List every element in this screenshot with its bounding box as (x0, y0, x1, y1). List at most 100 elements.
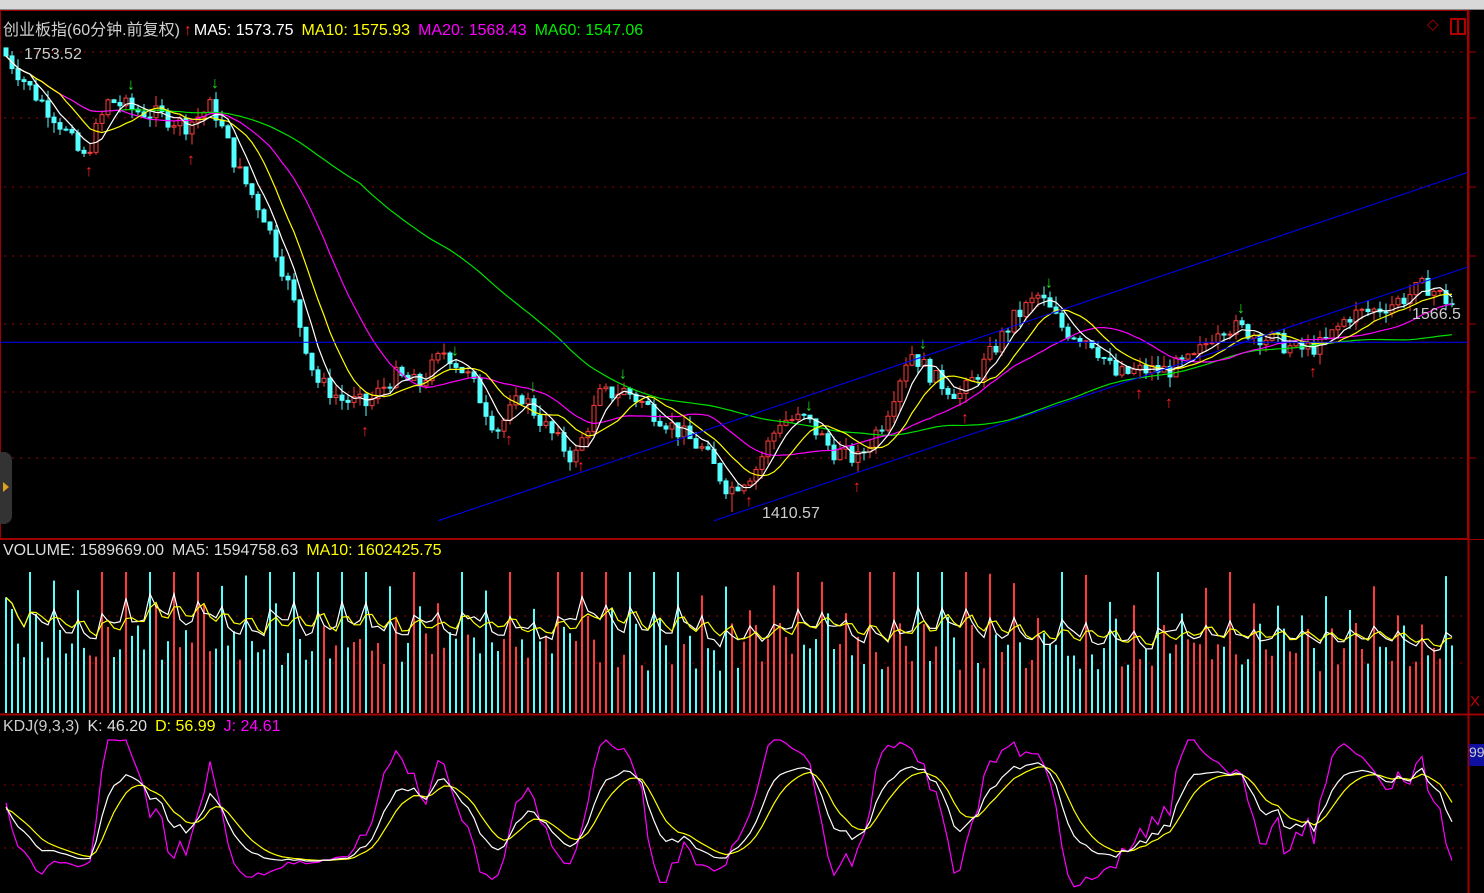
candle-up (747, 480, 753, 486)
candle-down (879, 429, 885, 432)
candle-up (729, 486, 735, 495)
candle-up (1137, 364, 1143, 370)
candle-down (801, 413, 807, 416)
candle-up (1227, 333, 1233, 336)
candle-down (495, 429, 501, 432)
candle-up (963, 380, 969, 394)
candle-down (27, 81, 33, 86)
candle-down (261, 209, 267, 223)
candle-up (1329, 329, 1335, 339)
buy-signal-up-arrow-icon: ↑ (853, 479, 861, 496)
candle-up (639, 400, 645, 403)
candle-up (237, 166, 243, 169)
candle-down (1077, 337, 1083, 343)
candle-up (1011, 309, 1017, 333)
candle-down (993, 345, 999, 353)
candle-up (513, 395, 519, 406)
close-panel-icon[interactable]: X (1470, 693, 1481, 710)
candle-up (171, 125, 177, 128)
buy-signal-up-arrow-icon: ↑ (745, 493, 753, 510)
buy-signal-up-arrow-icon: ↑ (505, 431, 513, 448)
candle-up (501, 419, 507, 432)
candle-down (285, 275, 291, 281)
candle-down (267, 221, 273, 231)
candle-up (957, 392, 963, 400)
buy-signal-up-arrow-icon: ↑ (361, 423, 369, 440)
buy-signal-up-arrow-icon: ↑ (1309, 364, 1317, 381)
candle-down (1443, 289, 1449, 305)
layout-toggle-icon[interactable] (1450, 18, 1466, 35)
candle-down (975, 377, 981, 380)
candle-down (15, 68, 21, 81)
candle-down (831, 444, 837, 461)
candle-up (351, 396, 357, 403)
candle-down (561, 432, 567, 452)
candle-down (1245, 324, 1251, 339)
sell-signal-down-arrow-icon: ↓ (919, 336, 927, 353)
candle-up (555, 432, 561, 435)
candle-down (399, 366, 405, 376)
candle-down (447, 352, 453, 365)
sell-signal-down-arrow-icon: ↓ (1045, 274, 1053, 291)
candle-down (1311, 342, 1317, 355)
candle-down (519, 395, 525, 405)
candle-down (117, 102, 123, 107)
candle-down (1383, 311, 1389, 314)
candle-up (105, 99, 111, 116)
candle-up (777, 424, 783, 434)
candle-up (441, 352, 447, 355)
candle-down (567, 450, 573, 463)
candle-up (99, 114, 105, 124)
candle-up (579, 437, 585, 451)
candle-up (507, 404, 513, 421)
kdj-axis-badge: 99 (1469, 744, 1484, 766)
volume-legend: VOLUME: 1589669.00 MA5: 1594758.63 MA10: 1… (3, 542, 450, 560)
candle-down (549, 421, 555, 434)
candle-up (369, 398, 375, 407)
sell-signal-down-arrow-icon: ↓ (127, 76, 135, 93)
candle-up (189, 121, 195, 135)
candle-down (21, 79, 27, 83)
candle-down (459, 366, 465, 374)
candle-up (87, 151, 93, 154)
kdj-k-line (5, 762, 1453, 862)
candle-up (921, 358, 927, 367)
candle-up (1035, 294, 1041, 299)
candle-down (33, 84, 39, 101)
collapse-panel-tab[interactable] (0, 452, 12, 524)
buy-signal-up-arrow-icon: ↑ (85, 163, 93, 180)
trendline (437, 171, 1469, 522)
candle-down (1365, 308, 1371, 312)
diamond-icon[interactable]: ◇ (1427, 16, 1439, 33)
candle-down (687, 425, 693, 440)
candle-down (1005, 330, 1011, 333)
candle-up (1029, 297, 1035, 304)
candle-up (1023, 302, 1029, 318)
volume-ma10-line (5, 596, 1453, 647)
candle-down (735, 486, 741, 492)
candle-up (1407, 294, 1413, 305)
candle-down (387, 386, 393, 389)
candle-up (897, 380, 903, 403)
candle-down (39, 99, 45, 102)
candle-down (297, 299, 303, 328)
candle-down (849, 445, 855, 463)
candle-up (543, 421, 549, 426)
candle-down (609, 386, 615, 399)
candle-up (1197, 344, 1203, 355)
candle-down (1179, 357, 1185, 360)
candle-up (591, 404, 597, 433)
candle-up (1287, 345, 1293, 354)
kdj-j-line (5, 739, 1453, 888)
candle-up (1131, 368, 1137, 374)
ma60-value: MA60: 1547.06 (534, 22, 644, 39)
candle-up (903, 364, 909, 382)
candle-up (765, 440, 771, 458)
ma20-value: MA20: 1568.43 (418, 22, 527, 39)
candle-down (927, 358, 933, 383)
candle-down (717, 462, 723, 482)
candle-down (951, 393, 957, 400)
candle-up (1203, 343, 1209, 346)
candle-down (1095, 347, 1101, 359)
